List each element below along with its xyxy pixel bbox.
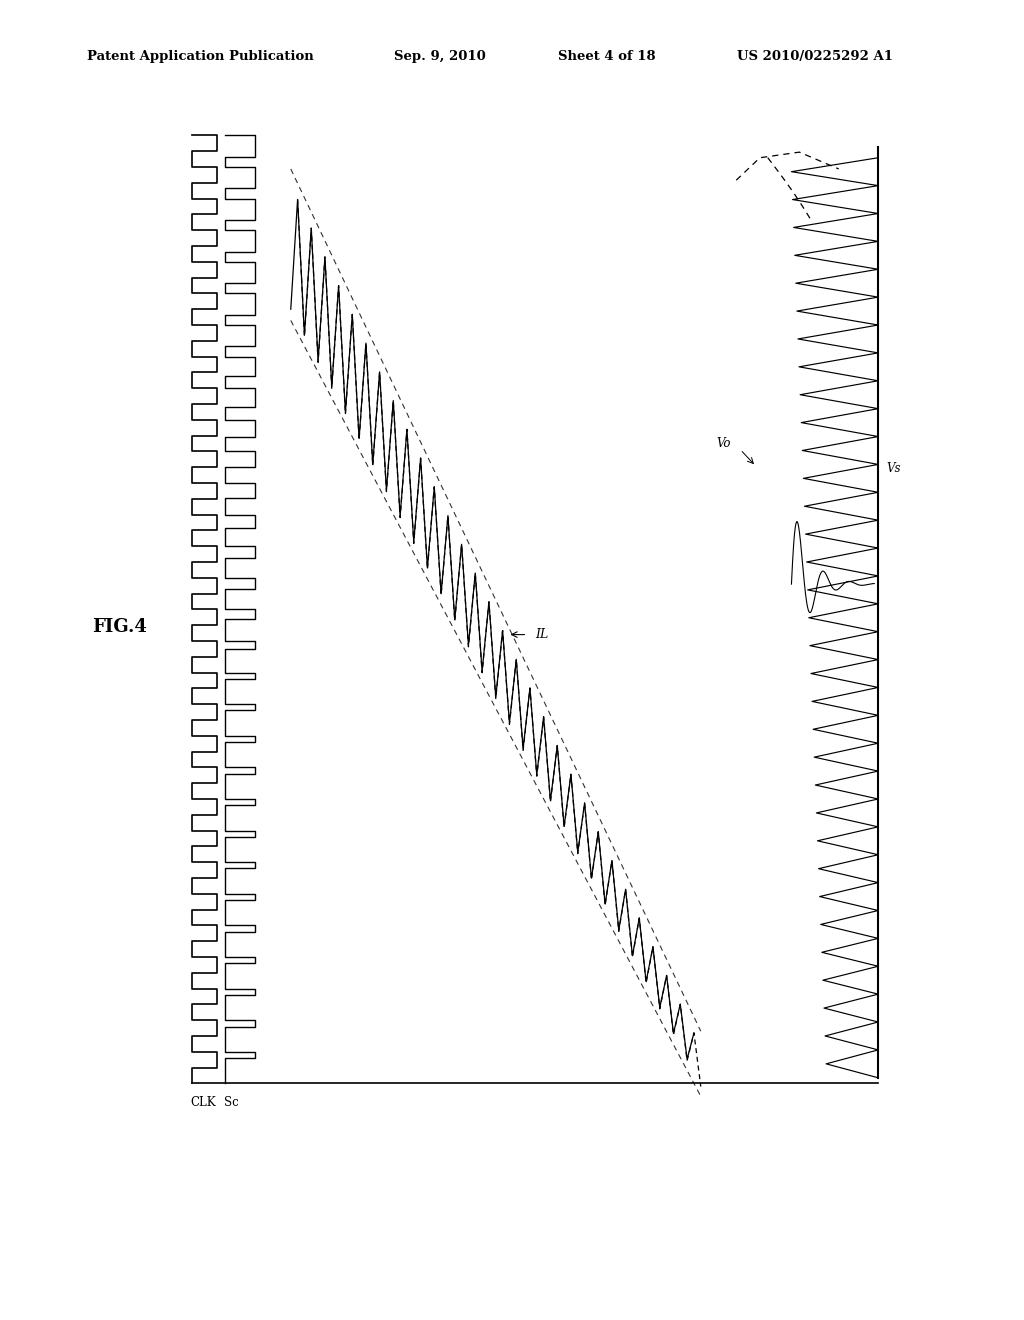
Text: CLK: CLK bbox=[190, 1096, 216, 1109]
Text: Sheet 4 of 18: Sheet 4 of 18 bbox=[558, 50, 655, 63]
Text: FIG.4: FIG.4 bbox=[92, 618, 147, 636]
Text: Vo: Vo bbox=[717, 437, 731, 450]
Text: IL: IL bbox=[536, 628, 549, 642]
Text: Vs: Vs bbox=[886, 462, 900, 475]
Text: Sc: Sc bbox=[223, 1096, 239, 1109]
Text: Patent Application Publication: Patent Application Publication bbox=[87, 50, 313, 63]
Text: Sep. 9, 2010: Sep. 9, 2010 bbox=[394, 50, 486, 63]
Text: US 2010/0225292 A1: US 2010/0225292 A1 bbox=[737, 50, 893, 63]
